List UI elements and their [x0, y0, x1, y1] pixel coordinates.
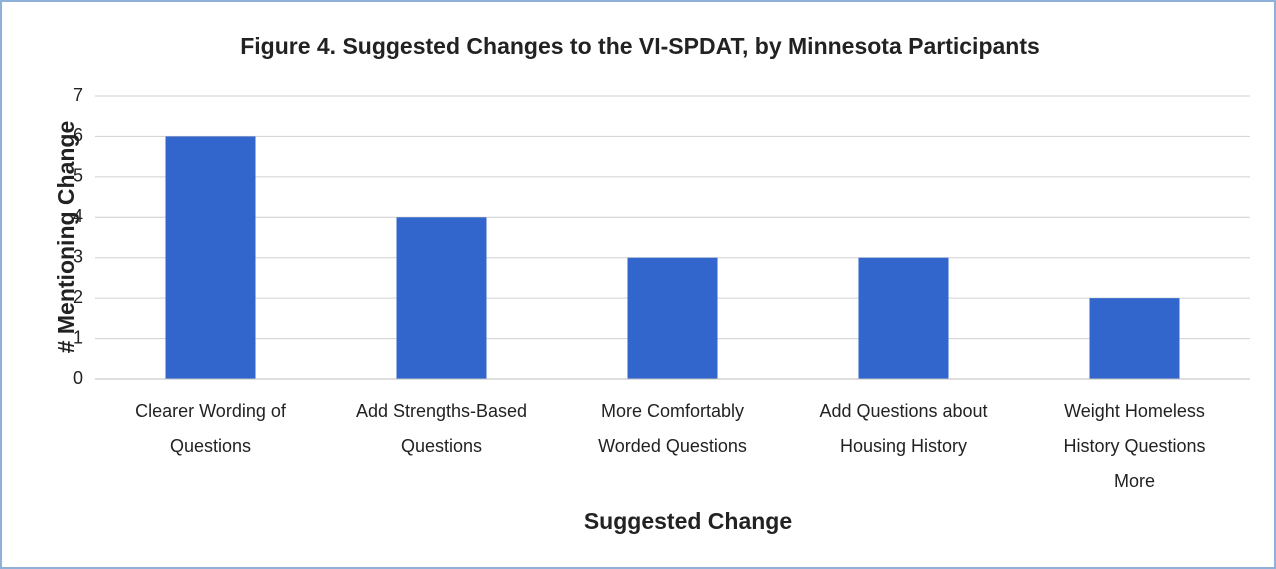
- y-tick-label: 3: [73, 246, 83, 266]
- y-tick-label: 6: [73, 125, 83, 145]
- y-axis-label: # Mentioning Change: [53, 121, 79, 354]
- x-tick-label: Clearer Wording of Questions: [135, 401, 286, 456]
- x-tick-label: More Comfortably Worded Questions: [598, 401, 747, 456]
- y-tick-label: 5: [73, 166, 83, 186]
- x-tick-label: Add Questions about Housing History: [819, 401, 988, 456]
- y-tick-label: 0: [73, 368, 83, 388]
- bar: [1089, 298, 1180, 379]
- y-tick-label: 2: [73, 287, 83, 307]
- bar: [165, 136, 256, 379]
- y-tick-label: 1: [73, 327, 83, 347]
- chart-title: Figure 4. Suggested Changes to the VI-SP…: [240, 33, 1040, 59]
- bar: [858, 257, 949, 379]
- x-tick-label: Weight Homeless History Questions More: [1063, 401, 1206, 491]
- x-tick-label: Add Strengths-Based Questions: [355, 401, 528, 456]
- y-tick-label: 4: [73, 206, 83, 226]
- bar: [396, 217, 487, 379]
- x-axis-label: Suggested Change: [584, 508, 792, 534]
- bar: [627, 257, 718, 379]
- y-tick-label: 7: [73, 85, 83, 105]
